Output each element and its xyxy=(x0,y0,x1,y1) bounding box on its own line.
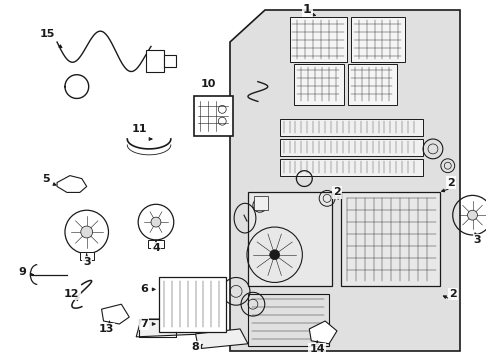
Text: 15: 15 xyxy=(40,29,55,39)
Bar xyxy=(247,294,328,346)
Polygon shape xyxy=(230,10,459,351)
Bar xyxy=(294,64,343,105)
Polygon shape xyxy=(57,176,86,193)
Bar xyxy=(289,17,346,62)
Text: 11: 11 xyxy=(131,124,146,134)
Bar xyxy=(80,252,94,260)
Text: 5: 5 xyxy=(42,174,50,184)
Polygon shape xyxy=(136,319,205,337)
Circle shape xyxy=(81,226,92,238)
Circle shape xyxy=(269,250,279,260)
Bar xyxy=(253,197,267,210)
Text: 12: 12 xyxy=(64,289,80,299)
Bar xyxy=(146,50,163,72)
Text: 4: 4 xyxy=(152,243,160,253)
Text: 2: 2 xyxy=(446,177,454,188)
Circle shape xyxy=(467,210,476,220)
Text: 6: 6 xyxy=(140,284,148,294)
Text: 13: 13 xyxy=(99,324,114,334)
Bar xyxy=(247,193,331,287)
Text: 3: 3 xyxy=(83,257,90,267)
Bar xyxy=(159,278,226,332)
Text: 1: 1 xyxy=(303,3,311,16)
Bar xyxy=(163,55,175,67)
Text: 14: 14 xyxy=(309,344,325,354)
Polygon shape xyxy=(309,321,336,344)
Text: 7: 7 xyxy=(140,319,148,329)
Polygon shape xyxy=(195,329,247,349)
Bar xyxy=(279,159,422,176)
Bar xyxy=(347,64,397,105)
Bar xyxy=(340,193,439,287)
Text: 10: 10 xyxy=(200,78,216,89)
Text: 2: 2 xyxy=(448,289,456,299)
Bar xyxy=(279,119,422,136)
Text: 2: 2 xyxy=(332,188,340,197)
Text: 8: 8 xyxy=(191,342,199,352)
Bar xyxy=(350,17,405,62)
Bar xyxy=(193,96,233,136)
Text: 9: 9 xyxy=(19,266,26,276)
Bar xyxy=(279,139,422,156)
Text: 3: 3 xyxy=(473,235,480,245)
Bar xyxy=(148,240,163,248)
Circle shape xyxy=(151,217,161,227)
Polygon shape xyxy=(102,304,129,324)
